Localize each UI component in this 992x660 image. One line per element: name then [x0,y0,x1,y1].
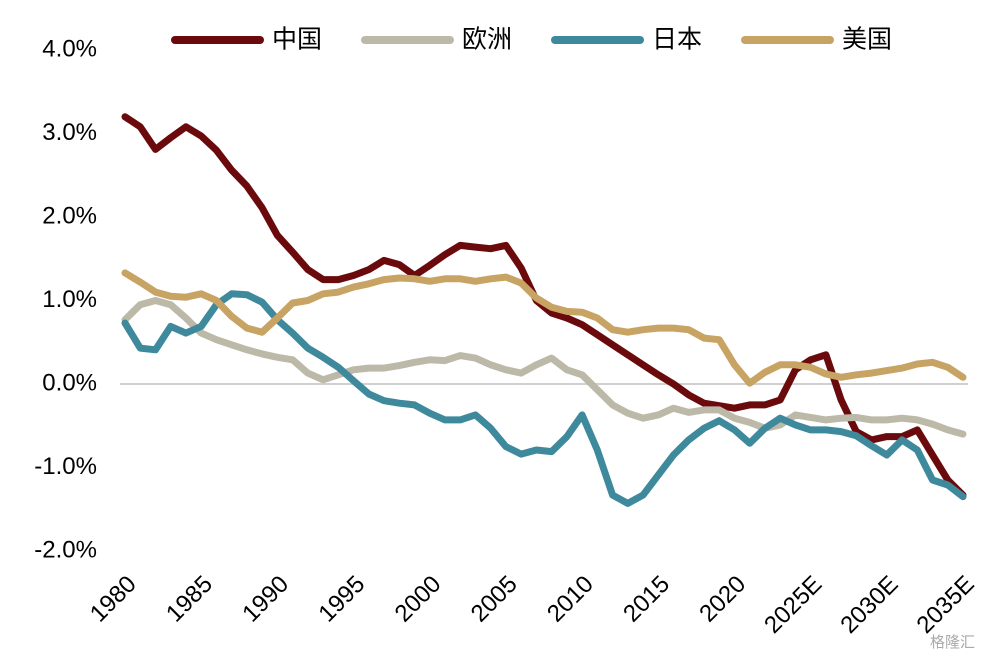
y-tick-label: 2.0% [42,202,97,229]
x-tick-label: 2005 [466,571,523,628]
x-tick-label: 1995 [313,571,370,628]
legend-label: 欧洲 [462,26,512,54]
x-tick-label: 2020 [694,571,751,628]
legend-label: 日本 [652,26,702,54]
legend-label: 中国 [272,26,322,54]
y-tick-label: -2.0% [34,536,97,563]
x-tick-label: 2015 [618,571,675,628]
y-tick-label: 0.0% [42,369,97,396]
line-series [121,269,967,387]
y-tick-label: -1.0% [34,453,97,480]
x-tick-label: 2000 [390,571,447,628]
x-tick-label: 1990 [237,571,294,628]
watermark: 格隆汇 [930,634,975,651]
x-tick-label: 1980 [85,571,142,628]
x-tick-label: 1985 [161,571,218,628]
legend-label: 美国 [842,26,892,54]
line-series [121,290,967,507]
x-tick-label: 2030E [835,571,903,639]
x-tick-label: 2010 [542,571,599,628]
y-tick-label: 1.0% [42,286,97,313]
line-series [121,113,967,499]
y-tick-label: 3.0% [42,119,97,146]
line-series [121,297,967,438]
x-tick-label: 2025E [759,571,827,639]
x-tick-label: 2035E [912,571,980,639]
y-tick-label: 4.0% [42,35,97,62]
